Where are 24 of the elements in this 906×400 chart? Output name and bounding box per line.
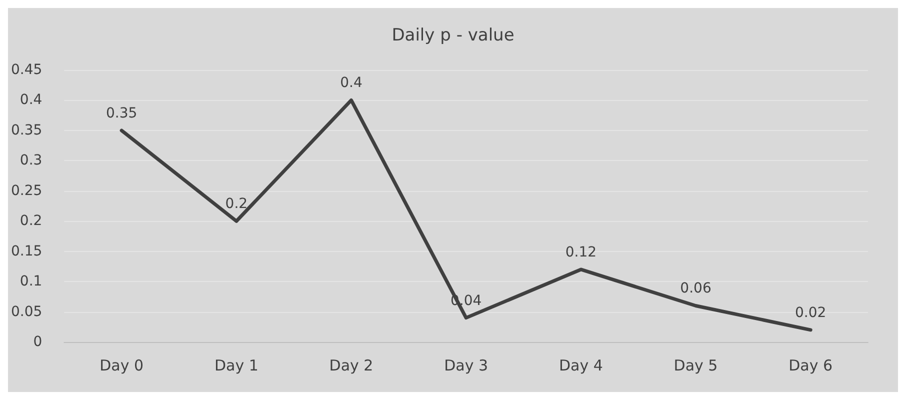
y-tick-label: 0.15 [11,243,42,260]
y-tick-label: 0.25 [11,182,42,199]
y-tick-label: 0.05 [11,304,42,320]
y-tick-label: 0.3 [20,152,42,169]
x-tick-label: Day 5 [674,356,718,374]
y-tick-label: 0.1 [20,274,42,290]
y-tick-label: 0.4 [20,92,42,108]
data-label: 0.12 [565,244,597,260]
x-tick-label: Day 6 [788,356,833,374]
y-tick-label: 0 [33,334,42,350]
x-tick-label: Day 1 [214,356,258,374]
data-label: 0.35 [106,105,138,122]
x-tick-label: Day 2 [329,356,374,374]
y-tick-label: 0.35 [11,122,42,138]
x-tick-label: Day 0 [100,356,144,374]
x-tick-label: Day 3 [444,356,488,374]
data-label: 0.06 [680,280,712,297]
y-tick-label: 0.2 [20,213,42,230]
chart-title: Daily p - value [392,26,514,46]
data-label: 0.02 [795,304,826,321]
x-tick-label: Day 4 [558,356,603,374]
y-tick-label: 0.45 [11,62,42,78]
data-label: 0.4 [340,75,362,92]
data-label: 0.2 [225,196,248,212]
